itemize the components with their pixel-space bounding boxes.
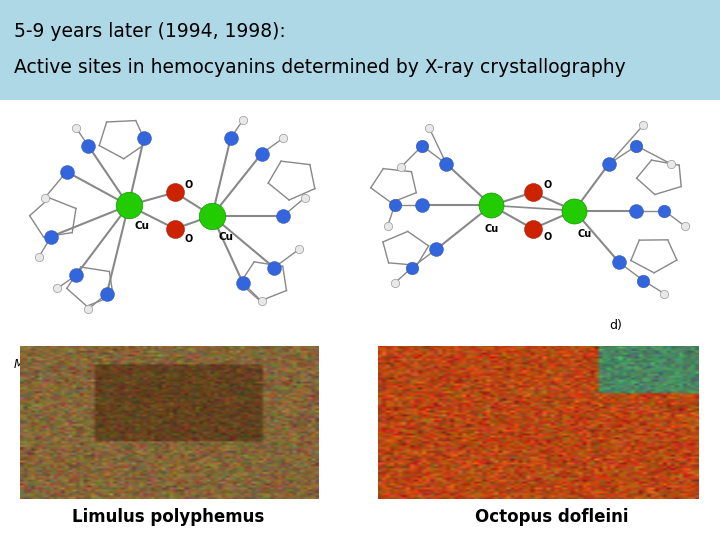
Text: Cu: Cu bbox=[218, 232, 233, 241]
Text: Cu: Cu bbox=[577, 229, 592, 239]
Text: Active sites in hemocyanins determined by X-ray crystallography: Active sites in hemocyanins determined b… bbox=[14, 58, 626, 77]
Text: Octopus dofleini: Octopus dofleini bbox=[475, 508, 629, 526]
Text: Cu: Cu bbox=[485, 224, 499, 234]
Text: d): d) bbox=[609, 320, 621, 333]
Text: O: O bbox=[543, 232, 552, 241]
Bar bbox=[0, 0, 720, 100]
Text: O: O bbox=[543, 180, 552, 190]
Text: O: O bbox=[184, 234, 192, 244]
Text: Limulus polyphemus: Limulus polyphemus bbox=[72, 508, 264, 526]
Text: Cuff et al.,J.Mol.Biol.1998: Cuff et al.,J.Mol.Biol.1998 bbox=[390, 358, 539, 371]
Text: Magnus et al.,Proteins Struct. Funct. Gen.1994: Magnus et al.,Proteins Struct. Funct. Ge… bbox=[14, 358, 289, 371]
Text: 5-9 years later (1994, 1998):: 5-9 years later (1994, 1998): bbox=[14, 22, 286, 41]
Text: O: O bbox=[184, 180, 192, 190]
Text: Cu: Cu bbox=[135, 221, 150, 231]
